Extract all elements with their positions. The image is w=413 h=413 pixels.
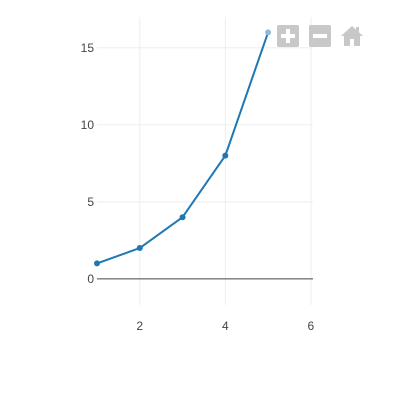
x-axis-ticks: 2 4 6 — [136, 319, 314, 333]
y-tick-label: 15 — [81, 41, 95, 55]
grid-layer — [97, 17, 313, 305]
x-tick-label: 2 — [136, 319, 143, 333]
y-tick-label: 0 — [87, 272, 94, 286]
home-icon — [341, 26, 363, 46]
zoom-out-icon — [309, 25, 331, 47]
y-axis-ticks: 0 5 10 15 — [81, 41, 95, 286]
zoom-out-button[interactable] — [307, 23, 333, 49]
data-point[interactable] — [222, 152, 229, 159]
data-point[interactable] — [94, 260, 100, 267]
modebar — [275, 23, 365, 49]
reset-axes-button[interactable] — [339, 23, 365, 49]
data-point[interactable] — [265, 29, 272, 36]
zoom-in-icon — [277, 25, 299, 47]
series-layer[interactable] — [94, 29, 272, 267]
x-tick-label: 4 — [222, 319, 229, 333]
zoom-in-button[interactable] — [275, 23, 301, 49]
data-point[interactable] — [179, 214, 186, 221]
data-point[interactable] — [136, 245, 143, 252]
y-tick-label: 5 — [87, 195, 94, 209]
y-tick-label: 10 — [81, 118, 95, 132]
x-tick-label: 6 — [308, 319, 315, 333]
